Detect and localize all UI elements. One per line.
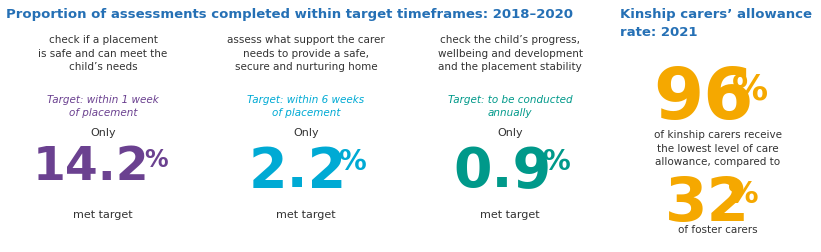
Text: met target: met target [480,210,540,220]
Text: met target: met target [73,210,133,220]
Text: Proportion of assessments completed within target timeframes: 2018–2020: Proportion of assessments completed with… [6,8,573,21]
Text: Part B assessments: Part B assessments [245,12,367,22]
Text: Target: within 6 weeks
of placement: Target: within 6 weeks of placement [247,95,365,118]
Text: %: % [338,148,366,176]
Text: check if a placement
is safe and can meet the
child’s needs: check if a placement is safe and can mee… [39,35,167,72]
Text: %: % [728,180,759,209]
Text: Target: within 1 week
of placement: Target: within 1 week of placement [47,95,159,118]
Text: of foster carers: of foster carers [677,225,757,235]
Text: %: % [732,72,768,106]
Text: Kinship carers’ allowance: Kinship carers’ allowance [620,8,812,21]
Text: of kinship carers receive
the lowest level of care
allowance, compared to: of kinship carers receive the lowest lev… [654,130,782,167]
Text: Target: to be conducted
annually: Target: to be conducted annually [447,95,572,118]
Text: 32: 32 [665,175,750,234]
Text: rate: 2021: rate: 2021 [620,26,698,39]
Text: met target: met target [276,210,336,220]
Text: assess what support the carer
needs to provide a safe,
secure and nurturing home: assess what support the carer needs to p… [227,35,385,72]
Text: 2.2: 2.2 [249,145,347,199]
Text: 14.2: 14.2 [33,145,149,190]
Text: %: % [542,148,570,176]
Text: Only: Only [498,128,523,138]
Text: %: % [144,148,168,172]
Text: 96: 96 [654,65,754,134]
Text: check the child’s progress,
wellbeing and development
and the placement stabilit: check the child’s progress, wellbeing an… [438,35,583,72]
Text: Only: Only [293,128,319,138]
Text: 0.9: 0.9 [453,145,551,199]
Text: Only: Only [90,128,116,138]
Text: Part C assessments: Part C assessments [449,12,571,22]
Text: Part A assessments: Part A assessments [42,12,164,22]
